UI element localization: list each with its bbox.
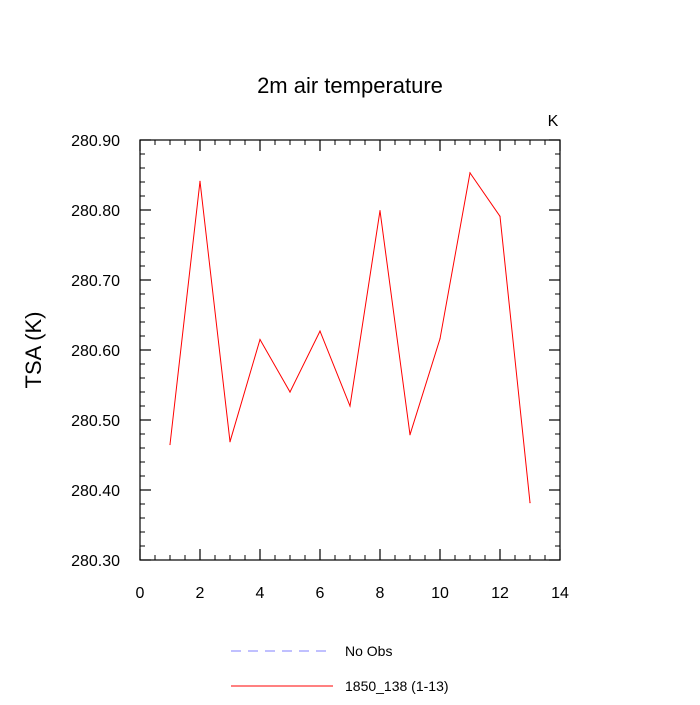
x-tick-label: 0 xyxy=(136,585,145,602)
x-tick-label: 2 xyxy=(196,585,205,602)
y-tick-label: 280.80 xyxy=(71,203,120,220)
y-tick-label: 280.30 xyxy=(71,553,120,570)
data-point xyxy=(439,338,441,340)
y-tick-label: 280.40 xyxy=(71,483,120,500)
data-point xyxy=(169,443,171,446)
y-tick-label: 280.50 xyxy=(71,413,120,430)
x-tick-label: 8 xyxy=(376,585,385,602)
data-point xyxy=(379,210,381,212)
data-point xyxy=(529,502,531,504)
legend-label: No Obs xyxy=(345,643,392,659)
corner-unit-label: K xyxy=(548,113,559,130)
data-point xyxy=(289,391,291,393)
axes-layer: 0 2 4 6 8 10 12 14 280.30 280.40 280.50 280.60 280.7… xyxy=(71,133,569,602)
y-tick-label: 280.60 xyxy=(71,343,120,360)
chart-title: 2m air temperature xyxy=(257,73,443,98)
x-tick-label: 12 xyxy=(491,585,509,602)
data-point xyxy=(319,330,321,332)
data-point xyxy=(199,180,201,182)
series-line xyxy=(169,171,531,503)
legend-label: 1850_138 (1-13) xyxy=(345,678,449,694)
x-tick-label: 14 xyxy=(551,585,569,602)
y-tick-label: 280.70 xyxy=(71,273,120,290)
x-tick-label: 10 xyxy=(431,585,449,602)
data-point xyxy=(469,172,471,174)
legend: No Obs 1850_138 (1-13) xyxy=(231,643,449,694)
data-point xyxy=(499,215,501,217)
y-axis-label: TSA (K) xyxy=(21,311,46,388)
y-tick-label: 280.90 xyxy=(71,133,120,150)
data-point xyxy=(349,405,351,407)
x-tick-label: 4 xyxy=(256,585,265,602)
data-point xyxy=(409,434,411,436)
x-tick-label: 6 xyxy=(316,585,325,602)
series-layer xyxy=(169,171,531,504)
data-point xyxy=(229,441,231,443)
data-point xyxy=(259,338,261,341)
